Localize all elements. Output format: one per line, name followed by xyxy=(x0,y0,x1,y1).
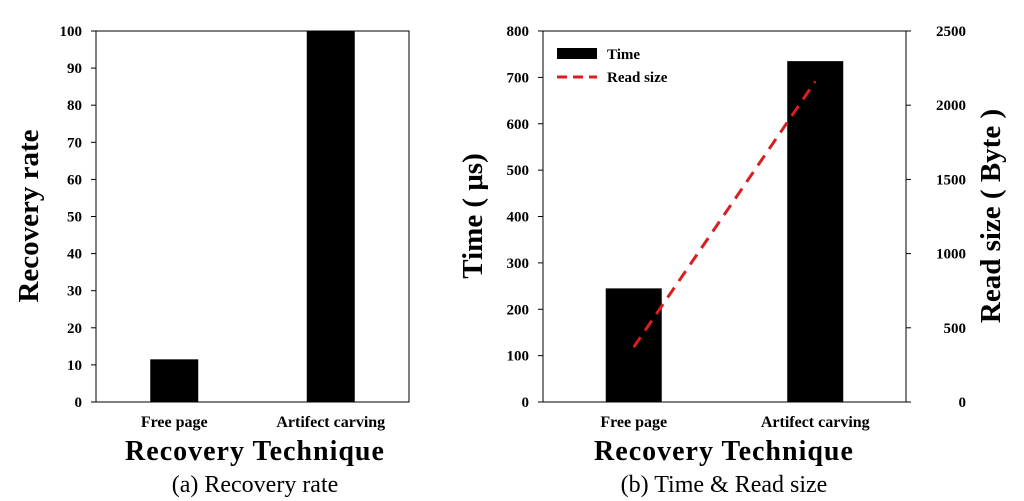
bar xyxy=(306,31,355,402)
x-category-label: Free page xyxy=(141,414,208,431)
chart-b-time-read-size: 0 100 200 300 400 500 600 700 800 0 500 1000 1500 20… xyxy=(457,24,1007,498)
chart-a-caption: (a) Recovery rate xyxy=(172,472,339,498)
x-category-label: Artifect carving xyxy=(276,414,385,431)
chart-a-y-axis-label: Recovery rate xyxy=(13,129,45,302)
chart-b-legend: Time Read size xyxy=(557,47,668,86)
bar-time xyxy=(787,61,844,403)
y2-tick-label: 0 xyxy=(959,395,967,411)
y-tick-label: 40 xyxy=(67,247,82,263)
chart-b-plot-frame xyxy=(542,30,907,403)
y-tick-label: 0 xyxy=(522,395,530,411)
x-category-label: Free page xyxy=(600,414,667,431)
chart-b-x-axis-label: Recovery Technique xyxy=(594,436,854,467)
y-tick-label: 400 xyxy=(507,210,530,226)
legend-swatch-time xyxy=(557,48,597,59)
y-tick-label: 90 xyxy=(67,61,82,77)
y2-tick-label: 1000 xyxy=(936,247,966,263)
y2-tick-label: 2000 xyxy=(936,98,966,114)
y-tick-label: 30 xyxy=(67,284,82,300)
chart-a-plot-frame xyxy=(95,30,410,403)
chart-b-caption: (b) Time & Read size xyxy=(621,472,828,498)
x-category-label: Artifect carving xyxy=(761,414,870,431)
y-tick-label: 50 xyxy=(67,210,82,226)
y2-tick-label: 500 xyxy=(944,321,967,337)
legend-label-read-size: Read size xyxy=(607,70,668,86)
y-tick-label: 80 xyxy=(67,98,82,114)
chart-a-recovery-rate: 0 10 20 30 40 50 60 70 80 90 100 Free page Artifect… xyxy=(13,24,410,498)
y-tick-label: 600 xyxy=(507,117,530,133)
line-read-size xyxy=(632,80,817,348)
y-tick-label: 300 xyxy=(507,256,530,272)
y2-tick-label: 2500 xyxy=(936,24,966,40)
y-tick-label: 20 xyxy=(67,321,82,337)
y2-tick-label: 1500 xyxy=(936,172,966,188)
y-tick-label: 500 xyxy=(507,163,530,179)
chart-b-y2-axis-label: Read size ( Byte ) xyxy=(975,109,1007,323)
y-tick-label: 10 xyxy=(67,358,82,374)
y-tick-label: 700 xyxy=(507,70,530,86)
y-tick-label: 70 xyxy=(67,135,82,151)
chart-b-y-axis-label: Time ( μs) xyxy=(457,153,489,278)
y-tick-label: 0 xyxy=(75,395,83,411)
y-tick-label: 100 xyxy=(507,349,530,365)
bar xyxy=(150,359,199,402)
y-tick-label: 800 xyxy=(507,24,530,40)
y-tick-label: 60 xyxy=(67,172,82,188)
legend-label-time: Time xyxy=(607,47,640,63)
y-tick-label: 200 xyxy=(507,302,530,318)
y-tick-label: 100 xyxy=(60,24,83,40)
chart-a-x-axis-label: Recovery Technique xyxy=(125,436,385,467)
